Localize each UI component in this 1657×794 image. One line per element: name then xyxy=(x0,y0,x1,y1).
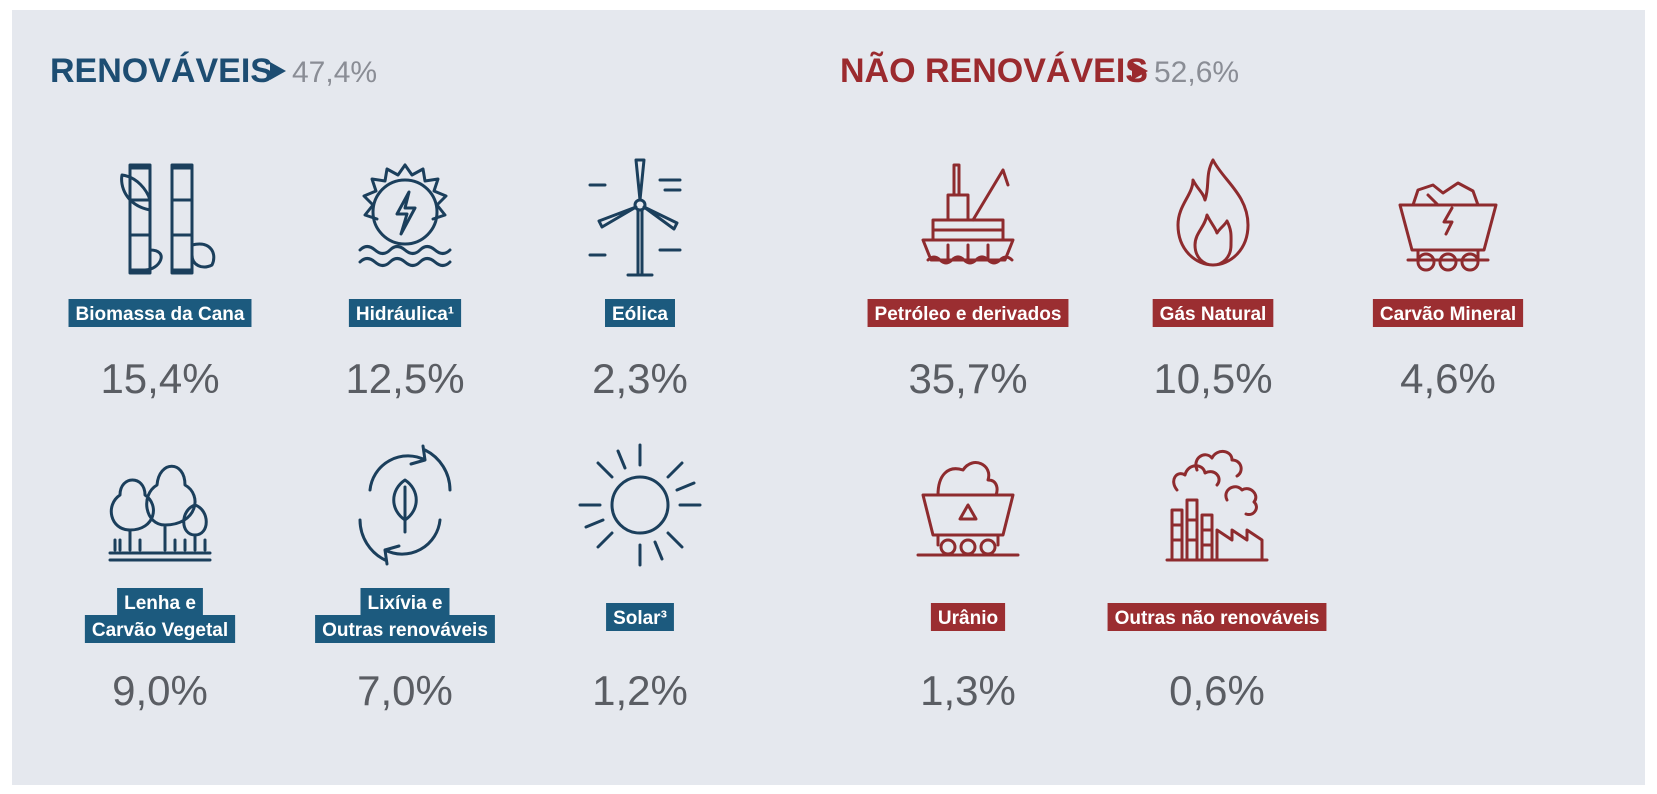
label-box xyxy=(360,588,450,616)
icon-stroke xyxy=(128,163,152,275)
percentage: 0,6% xyxy=(1169,667,1265,714)
non-renewables-share: 52,6% xyxy=(1154,56,1239,89)
icon xyxy=(1176,158,1250,267)
icon xyxy=(1398,181,1498,272)
label: Carvão Vegetal xyxy=(92,620,228,641)
percentage: 35,7% xyxy=(908,355,1027,402)
label: Outras não renováveis xyxy=(1115,608,1320,629)
label: Biomassa da Cana xyxy=(76,304,245,325)
label-box xyxy=(1372,299,1524,327)
label: Lenha e xyxy=(124,593,196,614)
icon-stroke xyxy=(120,166,216,272)
label: Lixívia e xyxy=(368,593,443,614)
label-box xyxy=(606,603,674,631)
label: Urânio xyxy=(938,608,998,629)
icon-stroke xyxy=(362,163,448,236)
label-box xyxy=(68,299,252,327)
label: Eólica xyxy=(612,304,668,325)
icon-stroke xyxy=(371,178,439,246)
label-box xyxy=(117,588,203,616)
percentage: 7,0% xyxy=(357,667,453,714)
label-box xyxy=(348,299,462,327)
icon-stroke xyxy=(921,163,1015,265)
renewables-share: 47,4% xyxy=(292,56,377,89)
label: Carvão Mineral xyxy=(1380,304,1516,325)
icon xyxy=(921,163,1015,265)
icon-stroke xyxy=(1438,252,1458,272)
panel xyxy=(12,10,1645,785)
label-box xyxy=(605,299,675,327)
label-box xyxy=(867,299,1069,327)
percentage: 4,6% xyxy=(1400,355,1496,402)
icon xyxy=(358,444,452,566)
icon xyxy=(588,158,682,277)
label-box xyxy=(930,603,1006,631)
renewables-title: RENOVÁVEIS xyxy=(50,52,273,90)
icon-stroke xyxy=(1416,252,1436,272)
icon-stroke xyxy=(610,475,670,535)
icon-stroke xyxy=(1176,158,1250,267)
icon xyxy=(120,163,216,275)
label-box xyxy=(1107,603,1327,631)
label: Solar³ xyxy=(613,608,667,629)
icon-stroke xyxy=(108,551,212,562)
icon-stroke xyxy=(1172,450,1258,517)
icon-stroke xyxy=(939,538,957,556)
arrow xyxy=(270,62,286,80)
icon-stroke xyxy=(1165,498,1269,562)
icon xyxy=(358,163,452,267)
icon-stroke xyxy=(170,163,194,275)
icon-stroke xyxy=(936,461,999,521)
percentage: 15,4% xyxy=(100,355,219,402)
label: Hidráulica¹ xyxy=(356,304,454,325)
icon-stroke xyxy=(109,464,208,552)
icon xyxy=(578,443,702,567)
percentage: 2,3% xyxy=(592,355,688,402)
icon-stroke xyxy=(959,538,977,556)
percentage: 1,2% xyxy=(592,667,688,714)
percentage: 10,5% xyxy=(1153,355,1272,402)
non-renewables-title: NÃO RENOVÁVEIS xyxy=(840,52,1148,90)
icon xyxy=(916,461,1020,557)
label: Gás Natural xyxy=(1160,304,1267,325)
label-box xyxy=(84,615,236,643)
icon-stroke xyxy=(979,538,997,556)
label-box xyxy=(1152,299,1274,327)
icon-stroke xyxy=(1398,203,1498,262)
percentage: 9,0% xyxy=(112,667,208,714)
icon-stroke xyxy=(358,444,452,566)
icon-stroke xyxy=(578,443,702,567)
icon xyxy=(108,464,212,562)
percentage: 12,5% xyxy=(345,355,464,402)
icon-stroke xyxy=(358,245,452,267)
icon-stroke xyxy=(1411,181,1480,236)
icon-stroke xyxy=(588,158,682,277)
arrow xyxy=(1132,62,1148,80)
label: Outras renováveis xyxy=(322,620,488,641)
icon-stroke xyxy=(113,538,207,552)
icon xyxy=(1165,450,1269,562)
label: Petróleo e derivados xyxy=(875,304,1062,325)
label-box xyxy=(315,615,495,643)
percentage: 1,3% xyxy=(920,667,1016,714)
icon-stroke xyxy=(1460,252,1480,272)
icon-stroke xyxy=(392,478,418,534)
